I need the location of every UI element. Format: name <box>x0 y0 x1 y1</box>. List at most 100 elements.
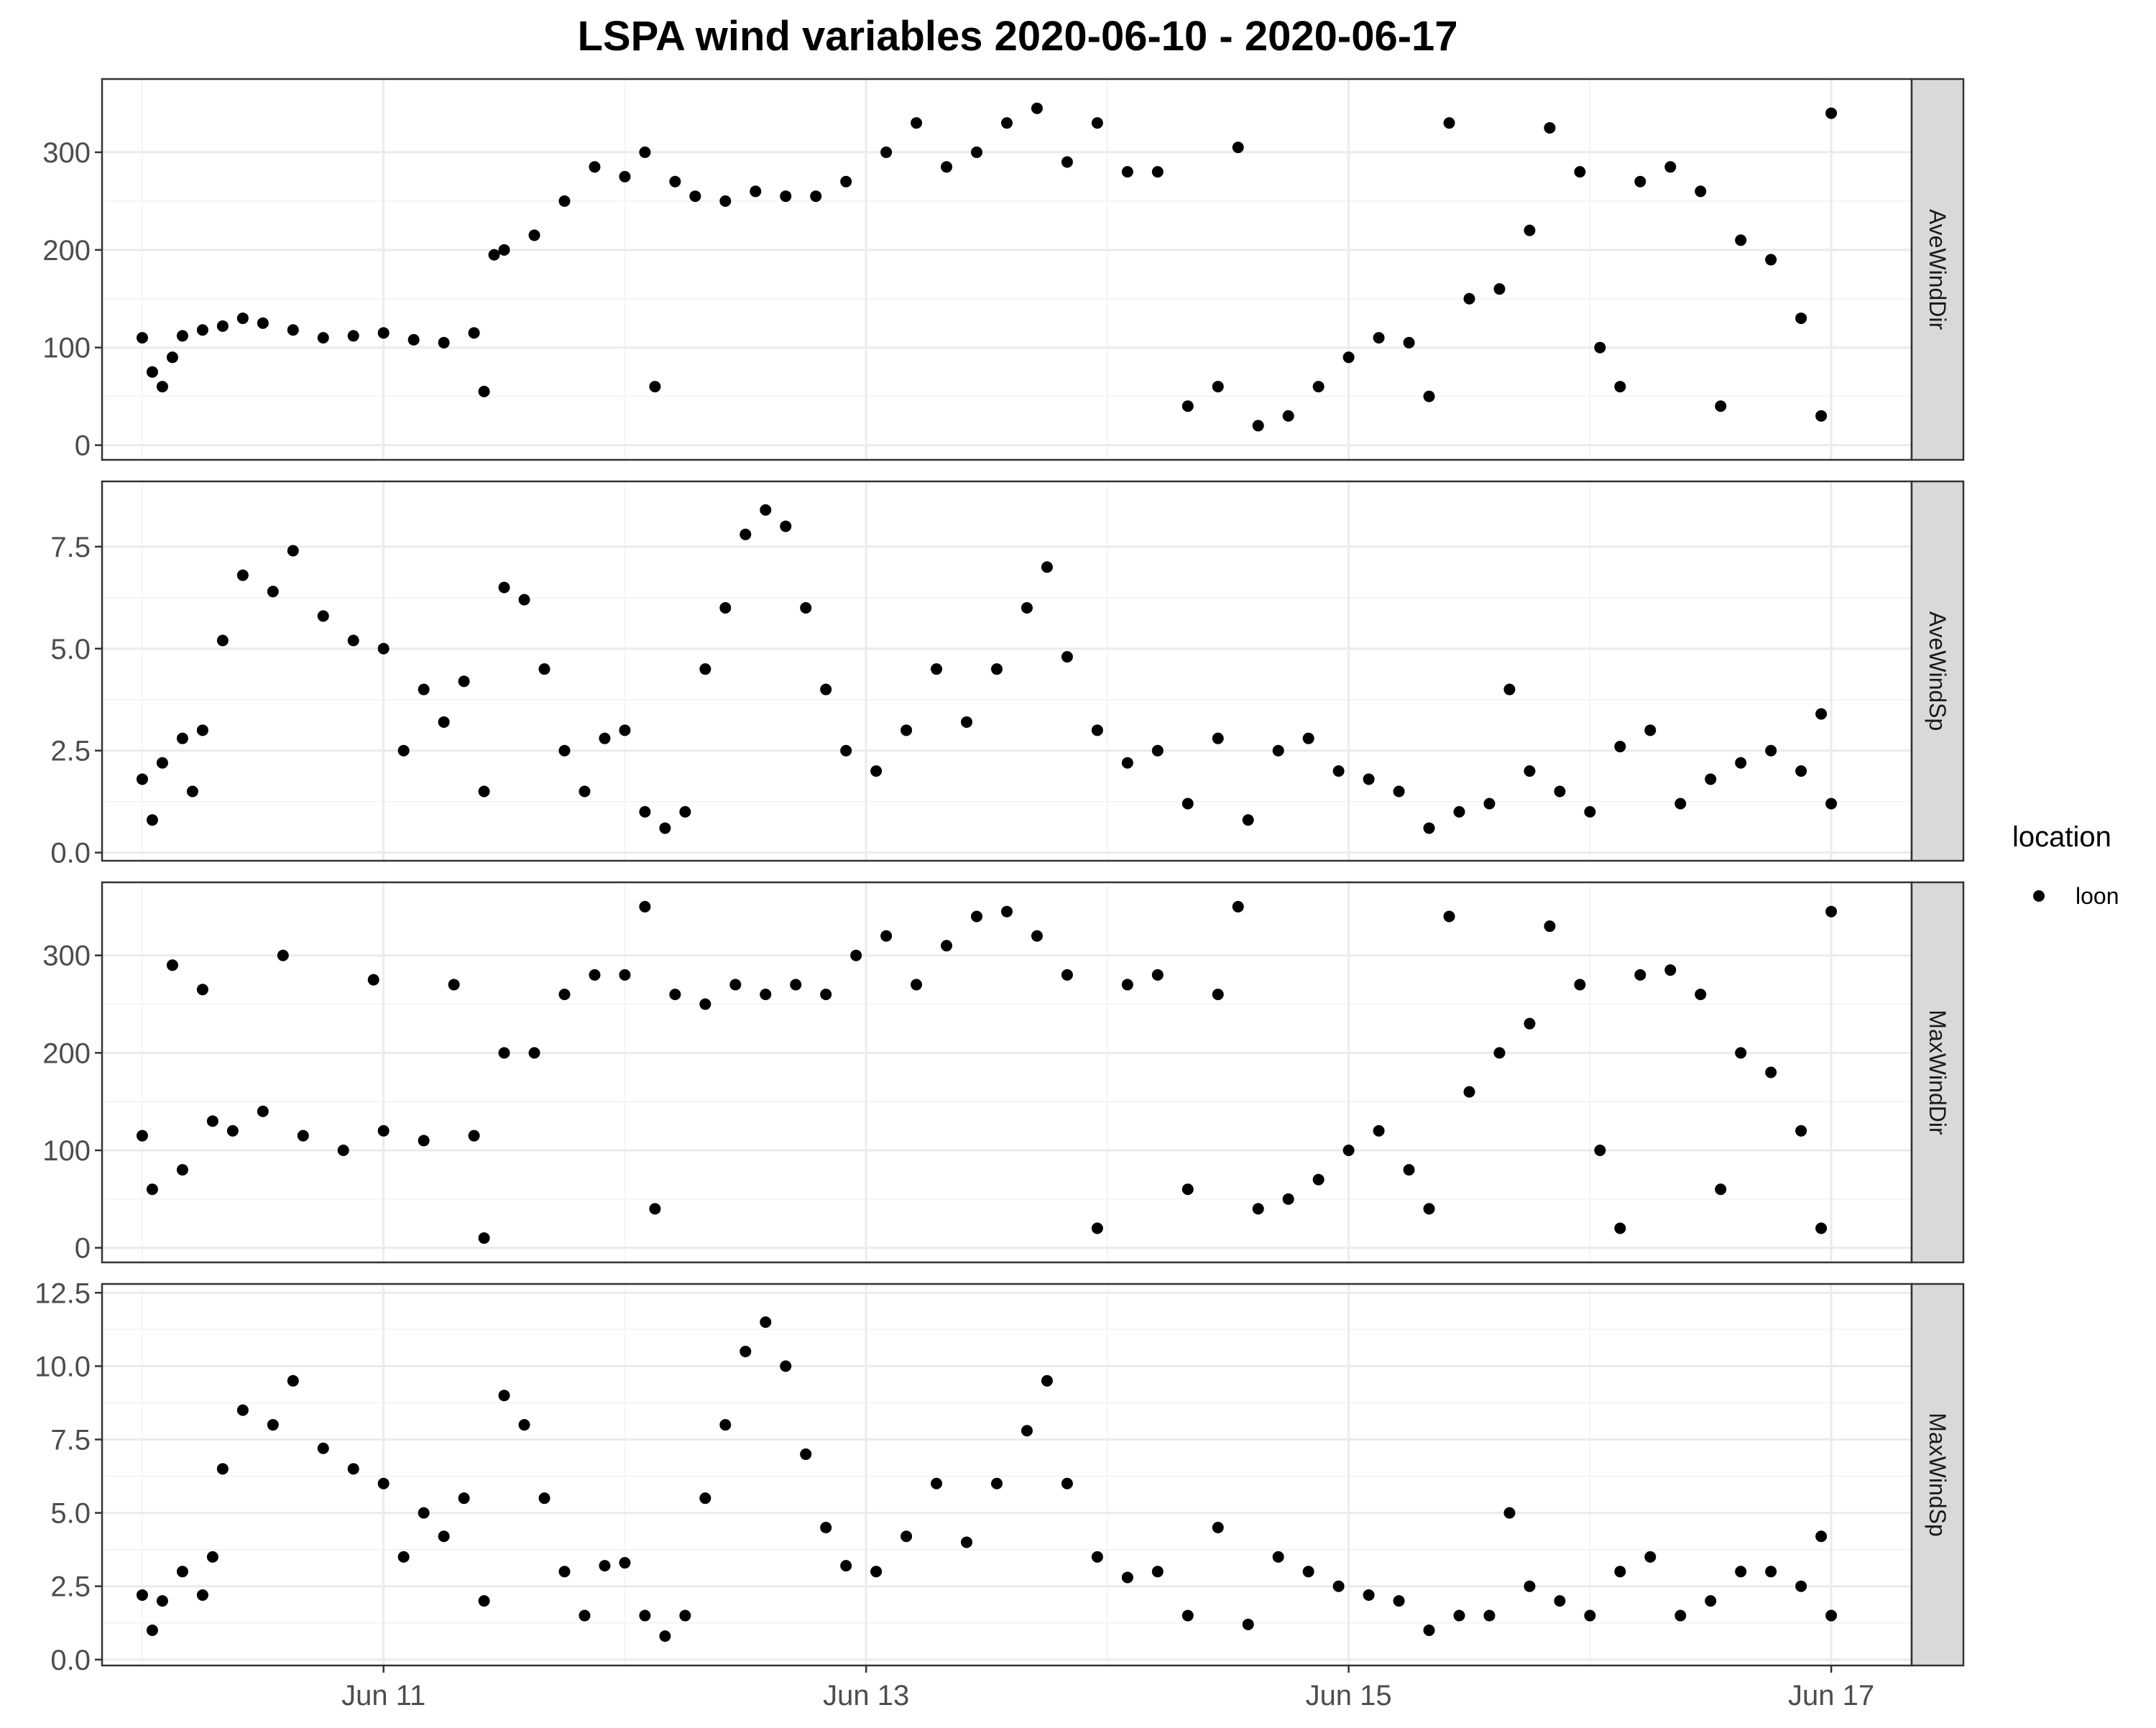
data-point <box>1544 121 1556 134</box>
data-point <box>488 249 500 261</box>
data-point <box>1544 920 1556 933</box>
data-point <box>196 1589 208 1601</box>
data-point <box>760 504 772 516</box>
data-point <box>729 979 742 991</box>
data-point <box>1453 805 1465 818</box>
data-point <box>1151 1566 1164 1578</box>
data-point <box>1121 757 1133 769</box>
data-point <box>1393 1595 1405 1607</box>
y-tick-label: 0 <box>75 430 91 462</box>
data-point <box>1252 1203 1264 1215</box>
y-tick-label: 100 <box>42 333 91 364</box>
data-point <box>1242 814 1254 826</box>
data-point <box>1584 1609 1596 1622</box>
data-point <box>1815 708 1828 720</box>
data-point <box>750 185 762 198</box>
data-point <box>639 146 651 158</box>
data-point <box>448 979 460 991</box>
data-point <box>1825 905 1838 918</box>
data-point <box>1815 1222 1828 1234</box>
data-point <box>1373 332 1385 344</box>
y-tick-label: 10.0 <box>34 1351 91 1382</box>
data-point <box>518 1419 530 1431</box>
data-point <box>971 910 983 923</box>
data-point <box>1735 757 1747 769</box>
data-point <box>679 805 691 818</box>
data-point <box>659 1630 671 1642</box>
data-point <box>1091 1222 1103 1234</box>
chart-title: LSPA wind variables 2020-06-10 - 2020-06… <box>577 13 1457 60</box>
data-point <box>206 1551 218 1563</box>
data-point <box>1061 156 1073 168</box>
data-point <box>810 190 822 203</box>
data-point <box>1363 1589 1375 1601</box>
data-point <box>1312 1173 1325 1186</box>
data-point <box>186 785 198 798</box>
data-point <box>438 1530 450 1543</box>
data-point <box>377 642 390 655</box>
data-point <box>166 959 178 971</box>
data-point <box>206 1115 218 1127</box>
data-point <box>267 586 279 598</box>
data-point <box>176 1566 188 1578</box>
data-point <box>1001 905 1013 918</box>
data-point <box>1483 1609 1496 1622</box>
data-point <box>267 1419 279 1431</box>
data-point <box>1574 979 1586 991</box>
data-point <box>1674 798 1687 810</box>
data-point <box>558 1566 571 1578</box>
data-point <box>156 1595 168 1607</box>
data-point <box>1061 969 1073 981</box>
y-tick-label: 300 <box>42 941 91 972</box>
data-point <box>599 1560 611 1572</box>
data-point <box>317 610 329 622</box>
data-point <box>1463 1086 1475 1098</box>
data-point <box>639 1609 651 1622</box>
y-tick-label: 12.5 <box>34 1277 91 1309</box>
data-point <box>669 175 681 188</box>
data-point <box>1091 1551 1103 1563</box>
data-point <box>1302 1566 1314 1578</box>
data-point <box>900 724 913 736</box>
data-point <box>1795 1124 1807 1137</box>
data-point <box>1735 234 1747 246</box>
data-point <box>1121 1571 1133 1584</box>
data-point <box>236 569 249 581</box>
data-point <box>478 1232 490 1244</box>
data-point <box>800 1448 812 1460</box>
data-point <box>558 988 571 1000</box>
data-point <box>1212 988 1224 1000</box>
data-point <box>528 1047 540 1059</box>
data-point <box>1715 1183 1727 1196</box>
data-point <box>1554 1595 1566 1607</box>
data-point <box>498 1390 510 1402</box>
data-point <box>1302 732 1314 744</box>
data-point <box>498 1047 510 1059</box>
data-point <box>961 1536 973 1548</box>
data-point <box>1342 351 1355 364</box>
legend-key-point <box>2033 890 2045 902</box>
data-point <box>407 333 420 346</box>
data-point <box>971 146 983 158</box>
data-point <box>156 757 168 769</box>
data-point <box>1825 798 1838 810</box>
data-point <box>458 675 470 688</box>
data-point <box>840 744 852 757</box>
data-point <box>347 634 359 647</box>
data-point <box>397 744 410 757</box>
data-point <box>1001 117 1013 129</box>
data-point <box>226 1124 239 1137</box>
facet-strip-label: AveWindSp <box>1925 611 1950 731</box>
data-point <box>1614 741 1626 753</box>
y-tick-label: 200 <box>42 235 91 267</box>
data-point <box>216 320 229 332</box>
y-tick-label: 0.0 <box>50 1645 91 1676</box>
data-point <box>528 229 540 241</box>
data-point <box>176 732 188 744</box>
data-point <box>1373 1124 1385 1137</box>
data-point <box>287 1374 299 1387</box>
data-point <box>1403 336 1415 348</box>
data-point <box>1524 224 1536 236</box>
data-point <box>1735 1566 1747 1578</box>
data-point <box>1151 969 1164 981</box>
